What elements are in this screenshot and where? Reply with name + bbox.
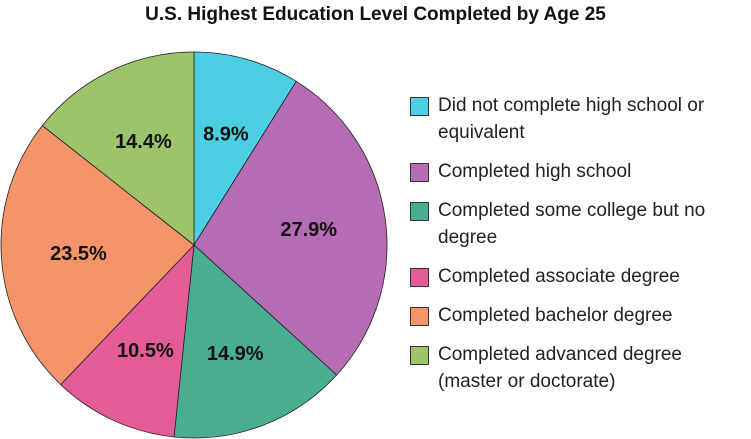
data-label: 27.9% [280, 219, 337, 241]
pie-chart: 8.9% 27.9% 14.9% 10.5% 23.5% 14.4% [0, 51, 388, 439]
legend-label: Completed high school [438, 161, 632, 182]
legend-item: Completed some college but no degree [410, 197, 750, 251]
legend-label: Completed bachelor degree [438, 305, 673, 326]
legend-swatch [410, 202, 429, 221]
chart-title: U.S. Highest Education Level Completed b… [145, 4, 606, 25]
data-label: 8.9% [203, 124, 249, 146]
pie-slice [41, 51, 195, 246]
legend-item: Completed associate degree [410, 263, 750, 290]
legend-item: Did not complete high school or equivale… [410, 92, 750, 146]
data-label: 14.4% [115, 131, 172, 153]
pie-slice [0, 125, 195, 386]
legend-swatch [410, 268, 429, 287]
legend-label: Did not complete high school or equivale… [438, 95, 705, 143]
legend-swatch [410, 307, 429, 326]
data-label: 10.5% [117, 340, 174, 362]
legend-swatch [410, 163, 429, 182]
legend-swatch [410, 97, 429, 116]
legend-item: Completed bachelor degree [410, 302, 750, 329]
legend-label: Completed associate degree [438, 266, 680, 287]
legend-label: Completed advanced degree (master or doc… [438, 344, 683, 392]
pie-slice [173, 244, 338, 439]
data-label: 14.9% [207, 343, 264, 365]
legend-item: Completed high school [410, 158, 750, 185]
legend-swatch [410, 346, 429, 365]
legend-label: Completed some college but no degree [438, 200, 706, 248]
pie-slice [193, 51, 297, 247]
pie-slice [60, 243, 195, 438]
pie-slice [193, 80, 388, 376]
legend: Did not complete high school or equivale… [410, 92, 750, 407]
data-label: 23.5% [50, 243, 107, 265]
legend-item: Completed advanced degree (master or doc… [410, 341, 750, 395]
